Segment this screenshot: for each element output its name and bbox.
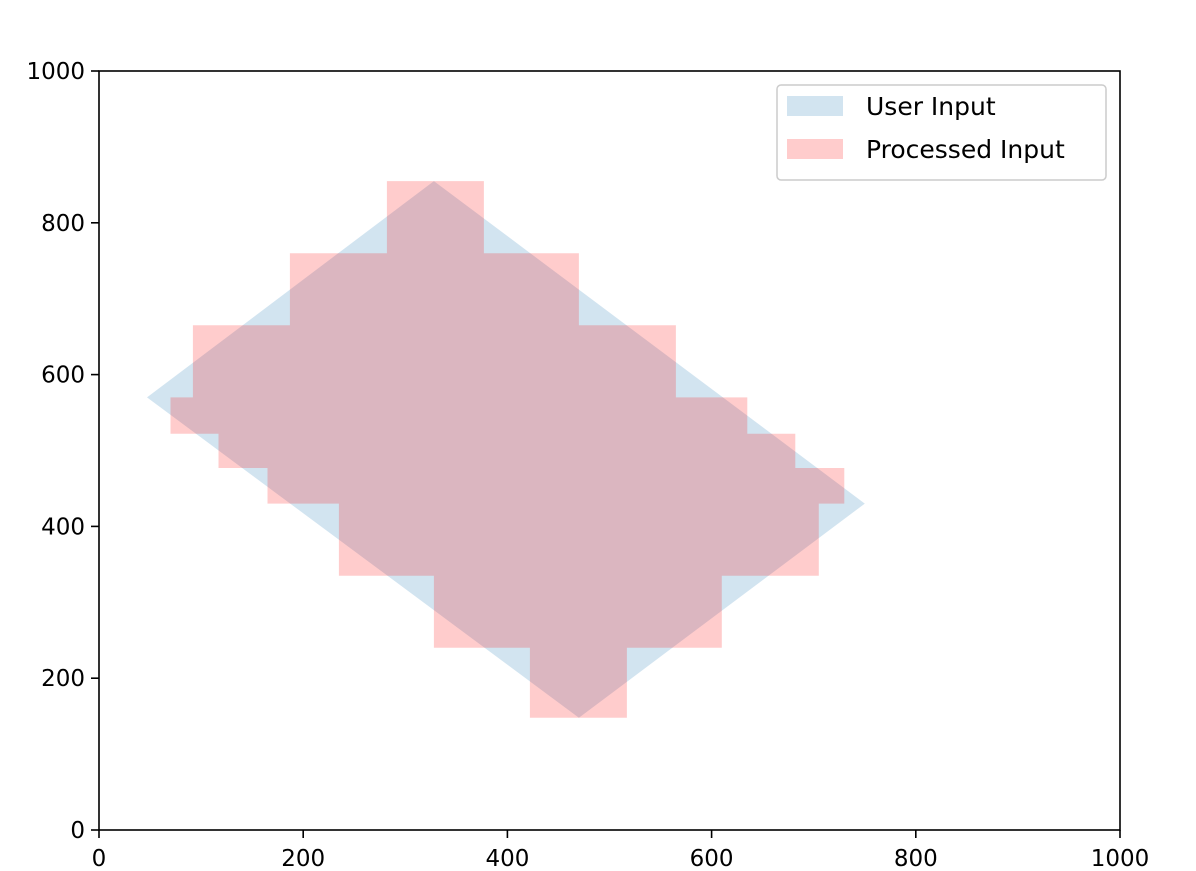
plot-frame [98,70,1121,831]
x-axis: 0 200 400 600 800 1000 [92,830,1150,871]
y-tick-label: 800 [41,211,85,237]
x-tick-label: 400 [485,846,529,871]
legend: User Input Processed Input [776,84,1107,181]
legend-label-user-input: User Input [866,92,996,121]
legend-swatch-processed-input [787,139,843,159]
series-polygon-processed-input [170,181,845,718]
x-tick-label: 0 [92,846,107,871]
legend-label-processed-input: Processed Input [866,135,1065,164]
y-tick-label: 200 [41,666,85,692]
x-tick-label: 800 [894,846,938,871]
legend-swatch-user-input [787,96,843,116]
y-tick-label: 400 [41,514,85,540]
legend-box [776,84,1107,181]
x-tick-label: 1000 [1091,846,1150,871]
y-tick-label: 1000 [26,59,85,85]
y-axis: 0 200 400 600 800 1000 [26,59,99,844]
y-tick-label: 600 [41,363,85,389]
y-tick-label: 0 [70,818,85,844]
x-tick-label: 600 [690,846,734,871]
plot-polygons [147,181,865,718]
series-polygon-user-input [147,181,865,718]
x-tick-label: 200 [281,846,325,871]
